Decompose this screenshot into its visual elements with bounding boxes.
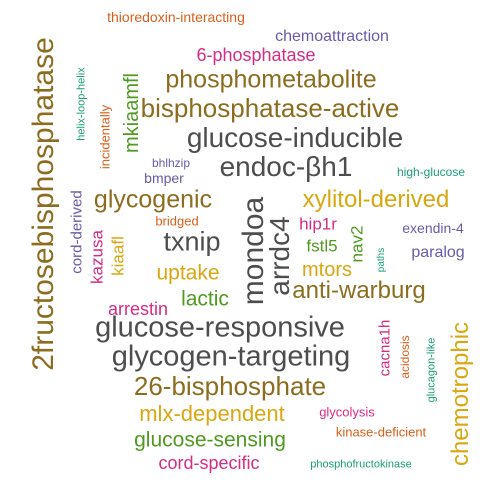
word-lactic: lactic [181, 287, 229, 311]
word-anti-warburg: anti-warburg [292, 277, 426, 304]
word-arrdc4: arrdc4 [264, 216, 295, 296]
word-26-bisphosphate: 26-bisphosphate [133, 371, 327, 401]
word-paths: paths [376, 247, 387, 273]
word-glucose-inducible: glucose-inducible [186, 122, 404, 153]
word-fstl5: fstl5 [306, 236, 338, 256]
word-bisphosphatase-active: bisphosphatase-active [140, 93, 400, 123]
word-uptake: uptake [156, 261, 220, 285]
word-6-phosphatase: 6-phosphatase [196, 45, 316, 65]
word-mtors: mtors [302, 259, 352, 281]
word-glucagon-like: glucagon-like [425, 337, 438, 403]
word-kiaafl: kiaafl [108, 236, 128, 276]
word-bmper: bmper [144, 170, 184, 186]
word-glycogenic: glycogenic [93, 185, 213, 214]
word-mkiaamfl: mkiaamfl [121, 72, 143, 154]
word-high-glucose: high-glucose [396, 165, 466, 179]
word-chemotrophic: chemotrophic [447, 321, 474, 467]
word-incidentally: incidentally [97, 104, 113, 170]
word-helix-loop-helix: helix-loop-helix [75, 67, 88, 141]
word-phosphometabolite: phosphometabolite [165, 65, 377, 94]
word-phosphofructokinase: phosphofructokinase [310, 458, 412, 471]
word-exendin-4: exendin-4 [402, 220, 464, 236]
word-chemoattraction: chemoattraction [275, 28, 389, 45]
word-kazusa: kazusa [87, 230, 107, 284]
word-xylitol-derived: xylitol-derived [302, 186, 450, 213]
word-acidosis: acidosis [398, 335, 412, 379]
word-txnip: txnip [163, 226, 221, 257]
word-mlx-dependent: mlx-dependent [139, 401, 285, 426]
word-bhlhzip: bhlhzip [151, 156, 191, 170]
word-2fructosebisphosphatase: 2fructosebisphosphatase [27, 37, 60, 371]
word-glycolysis: glycolysis [319, 404, 375, 420]
word-bridged: bridged [155, 213, 199, 229]
word-glucose-responsive: glucose-responsive [95, 311, 345, 344]
word-arrestin: arrestin [107, 299, 169, 319]
word-endoc-bh1: endoc-βh1 [219, 151, 353, 182]
word-kinase-deficient: kinase-deficient [335, 424, 427, 440]
word-glycogen-targeting: glycogen-targeting [111, 340, 351, 373]
word-paralog: paralog [411, 244, 465, 261]
word-cord-derived: cord-derived [68, 190, 86, 274]
word-hip1r: hip1r [299, 214, 337, 234]
word-cord-specific: cord-specific [158, 453, 260, 473]
word-cacna1h: cacna1h [376, 319, 394, 377]
word-thioredoxin-interacting: thioredoxin-interacting [107, 9, 245, 25]
word-nav2: nav2 [347, 225, 367, 263]
word-glucose-sensing: glucose-sensing [134, 428, 286, 452]
